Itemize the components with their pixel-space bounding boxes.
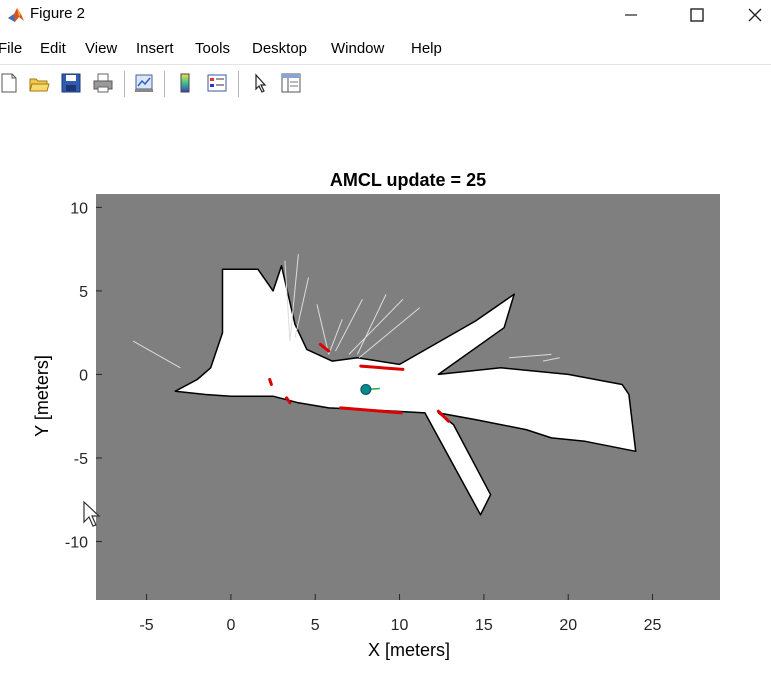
menu-desktop[interactable]: Desktop	[252, 40, 308, 57]
print-button[interactable]	[90, 70, 116, 96]
close-button[interactable]	[738, 0, 771, 30]
menu-edit[interactable]: Edit	[40, 40, 66, 57]
scan-ray	[358, 307, 421, 359]
menu-insert[interactable]: Insert	[136, 40, 174, 57]
window-title: Figure 2	[30, 5, 86, 22]
x-tick-label: 20	[559, 617, 577, 634]
new-figure-button[interactable]	[0, 70, 22, 96]
laser-hit-points	[339, 406, 403, 415]
y-axis-label: Y [meters]	[32, 355, 52, 437]
laser-hit-points	[318, 342, 331, 353]
edit-pointer-button[interactable]	[247, 70, 273, 96]
maximize-button[interactable]	[674, 0, 720, 30]
menu-bar: File Edit View Insert Tools Desktop Wind…	[0, 33, 771, 63]
open-file-button[interactable]	[26, 70, 52, 96]
legend-button[interactable]	[204, 70, 230, 96]
edit-pointer-icon	[255, 73, 267, 93]
minimize-button[interactable]	[608, 0, 654, 30]
toolbar-separator	[238, 71, 239, 97]
menu-file[interactable]: File	[0, 40, 23, 57]
scan-ray	[294, 277, 309, 338]
y-tick-label: 10	[70, 200, 88, 217]
colorbar-icon	[180, 73, 190, 93]
scan-ray	[328, 319, 343, 355]
x-axis-label: X [meters]	[368, 640, 450, 660]
laser-hit-points	[268, 377, 273, 386]
toolbar-separator	[124, 71, 125, 97]
minimize-icon	[625, 14, 637, 16]
plot-title: AMCL update = 25	[330, 170, 486, 190]
close-icon	[748, 8, 761, 22]
laser-hit-points	[285, 396, 292, 405]
mouse-cursor-icon	[83, 500, 101, 527]
scan-ray	[542, 357, 560, 362]
axis-ticks: -5 0 5 10 15 20 25 10 5 0 -5 -10	[65, 200, 662, 634]
link-plot-button[interactable]	[131, 70, 157, 96]
y-tick-label: 5	[79, 284, 88, 301]
scan-ray	[289, 254, 299, 342]
scan-ray	[348, 298, 404, 355]
y-tick-label: 0	[79, 367, 88, 384]
open-file-icon	[29, 78, 50, 92]
y-tick-label: -10	[65, 535, 88, 552]
print-icon	[93, 73, 113, 93]
laser-hit-points	[436, 409, 450, 423]
laser-hit-points	[359, 364, 405, 371]
matlab-logo-icon	[6, 5, 26, 25]
colorbar-button[interactable]	[172, 70, 198, 96]
property-inspector-icon	[281, 73, 301, 93]
x-tick-label: 10	[391, 617, 409, 634]
scan-ray	[509, 353, 552, 359]
link-plot-icon	[135, 74, 153, 92]
occupancy-map-plot[interactable]: AMCL update = 25 -5 0 5 10 15 20 25 10 5 0 -5 -10 X…	[0, 103, 771, 683]
figure-area: AMCL update = 25 -5 0 5 10 15 20 25 10 5 0 -5 -10 X…	[0, 103, 771, 683]
occupancy-map	[132, 254, 637, 516]
menu-help[interactable]: Help	[411, 40, 442, 57]
toolbar	[0, 64, 771, 103]
scan-ray	[284, 260, 291, 342]
save-icon	[61, 73, 81, 93]
maximize-icon	[690, 8, 704, 22]
x-tick-label: -5	[139, 617, 153, 634]
robot-marker	[360, 383, 372, 395]
scan-ray	[316, 304, 330, 355]
menu-view[interactable]: View	[85, 40, 118, 57]
title-bar: Figure 2	[0, 0, 771, 30]
menu-window[interactable]: Window	[331, 40, 385, 57]
scan-ray	[132, 340, 181, 369]
save-button[interactable]	[58, 70, 84, 96]
x-tick-label: 0	[226, 617, 235, 634]
menu-tools[interactable]: Tools	[195, 40, 231, 57]
legend-icon	[207, 74, 227, 92]
x-tick-label: 15	[475, 617, 493, 634]
scan-ray	[335, 299, 363, 352]
toolbar-separator	[164, 71, 165, 97]
new-figure-icon	[1, 73, 17, 93]
y-tick-label: -5	[74, 451, 88, 468]
x-tick-label: 25	[644, 617, 662, 634]
x-tick-label: 5	[311, 617, 320, 634]
property-inspector-button[interactable]	[278, 70, 304, 96]
scan-ray	[356, 294, 387, 355]
